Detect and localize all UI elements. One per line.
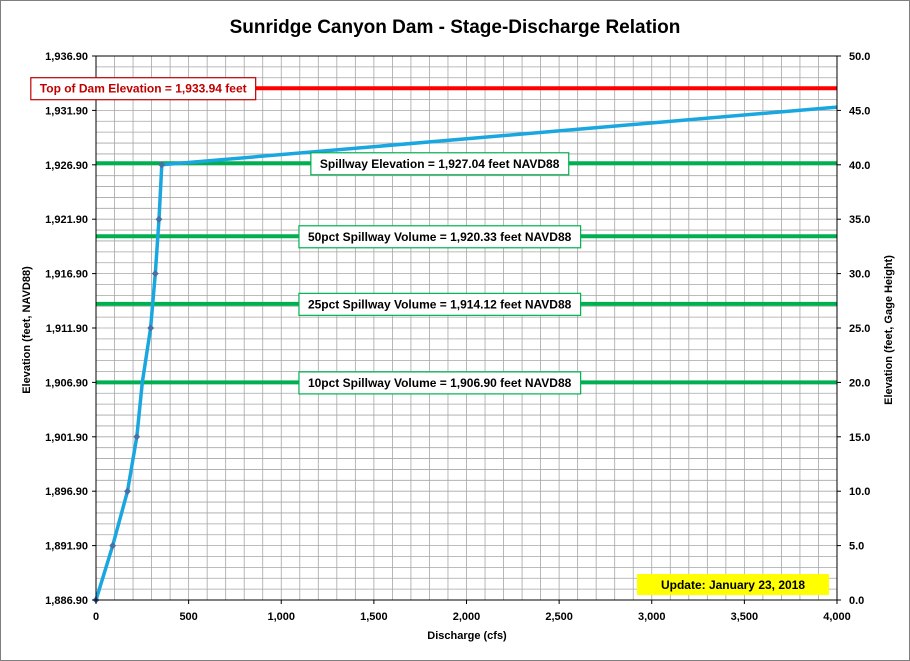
y-left-tick-label: 1,921.90: [45, 214, 88, 226]
y-right-tick-label: 0.0: [849, 595, 864, 607]
y-left-tick-label: 1,886.90: [45, 595, 88, 607]
reference-labels: Top of Dam Elevation = 1,933.94 feet Spil…: [30, 77, 582, 395]
y-right-tick-label: 45.0: [849, 105, 870, 117]
series-layer: [92, 105, 838, 604]
x-tick-label: 0: [93, 611, 99, 623]
reference-label-text: 25pct Spillway Volume = 1,914.12 feet NA…: [308, 297, 572, 311]
reference-label-box: [30, 77, 257, 101]
x-tick-label: 4,000: [823, 611, 851, 623]
y-right-tick-label: 50.0: [849, 51, 870, 63]
x-tick-label: 1,000: [267, 611, 295, 623]
reference-label-box: [298, 292, 582, 316]
reference-label: 50pct Spillway Volume = 1,920.33 feet NA…: [298, 225, 582, 249]
reference-label-text: Spillway Elevation = 1,927.04 feet NAVD8…: [320, 157, 560, 171]
x-tick-label: 500: [179, 611, 197, 623]
data-point-marker: [155, 215, 163, 223]
data-point-marker: [151, 270, 159, 278]
y-right-tick-label: 15.0: [849, 432, 870, 444]
y-left-tick-label: 1,891.90: [45, 541, 88, 553]
y-right-tick-label: 30.0: [849, 269, 870, 281]
reference-label: Spillway Elevation = 1,927.04 feet NAVD8…: [310, 152, 570, 176]
x-tick-label: 2,500: [545, 611, 573, 623]
x-tick-label: 2,000: [453, 611, 481, 623]
y-axis-title-right: Elevation (feet, Gage Height): [883, 255, 895, 405]
update-note-box: [637, 574, 829, 595]
reference-label: 25pct Spillway Volume = 1,914.12 feet NA…: [298, 292, 582, 316]
data-point-marker: [158, 161, 166, 169]
update-note-text: Update: January 23, 2018: [661, 578, 805, 592]
series-line: [94, 105, 838, 601]
y-left-tick-label: 1,911.90: [46, 323, 88, 335]
y-right-tick-label: 25.0: [849, 323, 870, 335]
x-tick-label: 1,500: [360, 611, 388, 623]
x-axis-title: Discharge (cfs): [427, 630, 507, 642]
reference-label-text: 10pct Spillway Volume = 1,906.90 feet NA…: [308, 376, 572, 390]
data-point-marker: [123, 487, 131, 495]
y-left-tick-label: 1,926.90: [45, 160, 88, 172]
data-point-marker: [133, 433, 141, 441]
update-note: Update: January 23, 2018: [637, 574, 829, 595]
y-left-tick-label: 1,936.90: [45, 51, 88, 63]
reference-label-box: [298, 225, 582, 249]
y-left-tick-label: 1,896.90: [45, 486, 88, 498]
axes: 0 500 1,000 1,500 2,000 2,500 3,000 3,500 4,000 1…: [45, 51, 870, 623]
grid: [96, 56, 837, 600]
reference-label-text: 50pct Spillway Volume = 1,920.33 feet NA…: [308, 230, 572, 244]
y-left-tick-label: 1,916.90: [45, 269, 88, 281]
reference-label: Top of Dam Elevation = 1,933.94 feet: [30, 77, 257, 101]
y-right-tick-label: 5.0: [849, 541, 864, 553]
data-point-marker: [109, 542, 117, 550]
x-tick-label: 3,500: [731, 611, 759, 623]
reference-label-box: [298, 371, 582, 395]
y-left-tick-label: 1,901.90: [45, 432, 88, 444]
y-left-tick-label: 1,906.90: [45, 377, 88, 389]
reference-label-box: [310, 152, 570, 176]
chart-title: Sunridge Canyon Dam - Stage-Discharge Re…: [230, 17, 681, 38]
y-axis-title-left: Elevation (feet, NAVD88): [21, 266, 33, 394]
reference-label-text: Top of Dam Elevation = 1,933.94 feet: [40, 82, 247, 96]
reference-label: 10pct Spillway Volume = 1,906.90 feet NA…: [298, 371, 582, 395]
data-point-marker: [147, 324, 155, 332]
x-tick-label: 3,000: [638, 611, 666, 623]
y-left-tick-label: 1,931.90: [45, 105, 88, 117]
y-right-tick-label: 10.0: [849, 486, 870, 498]
y-right-tick-label: 20.0: [849, 377, 870, 389]
y-right-tick-label: 40.0: [849, 160, 870, 172]
y-right-tick-label: 35.0: [849, 214, 870, 226]
